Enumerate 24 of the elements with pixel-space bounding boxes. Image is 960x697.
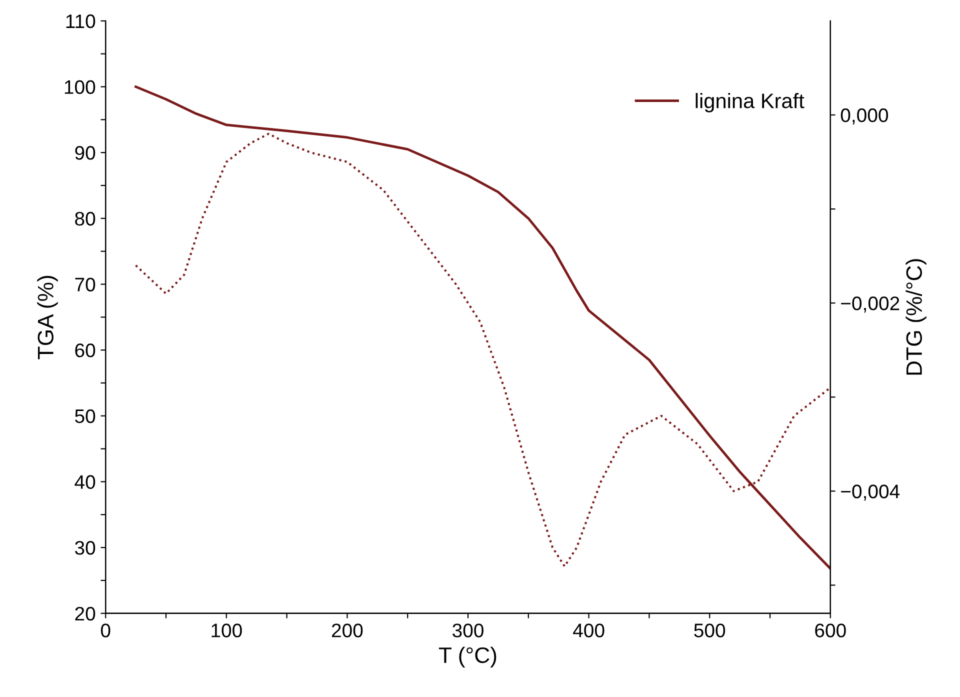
y-tick-label: 90 <box>75 146 96 160</box>
y-tick-label: 60 <box>75 344 96 358</box>
y-axis-title: TGA (%) <box>37 276 58 360</box>
x-tick-label: 100 <box>212 624 242 638</box>
x-tick-label: 600 <box>815 624 846 638</box>
y-tick-label: 40 <box>74 475 96 489</box>
legend-label: lignina Kraft <box>696 92 804 112</box>
x-tick-label: 200 <box>332 624 363 638</box>
y-tick-label: 50 <box>75 409 96 424</box>
x-tick-label: 0 <box>100 624 110 638</box>
x-axis-title: T (°C) <box>438 646 496 668</box>
y-tick-label: 110 <box>66 14 96 28</box>
y2-axis-title: DTG (%/°C) <box>906 259 926 375</box>
y2-tick-label: 0,000 <box>840 108 888 124</box>
y-tick-label: 30 <box>74 541 96 555</box>
y-tick-label: 20 <box>75 606 96 621</box>
x-tick-label: 500 <box>694 624 726 638</box>
x-tick-label: 300 <box>452 624 484 638</box>
y-tick-label: 80 <box>75 212 96 226</box>
y2-tick-label: −0,002 <box>841 296 900 313</box>
y-tick-label: 100 <box>64 80 96 94</box>
x-tick-label: 400 <box>573 624 604 638</box>
y-tick-label: 70 <box>75 278 96 292</box>
y2-tick-label: −0,004 <box>841 484 900 501</box>
